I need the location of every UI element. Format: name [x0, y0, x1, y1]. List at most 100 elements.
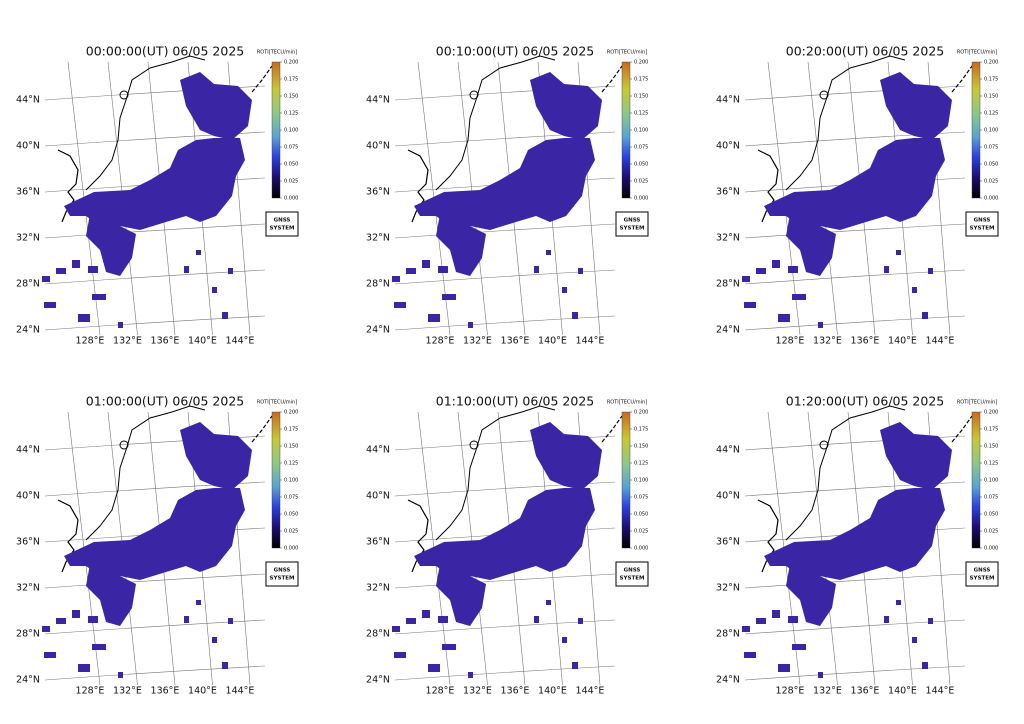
colorbar-tick-label: 0.200: [984, 410, 998, 416]
legend-box-text: GNSS: [624, 218, 641, 224]
lat-label: 32°N: [366, 233, 390, 244]
colorbar-label: ROTI[TECU/min]: [257, 50, 297, 56]
colorbar-tick-label: 0.150: [284, 444, 298, 450]
legend-box: [265, 211, 299, 237]
lon-label: 140°E: [538, 336, 567, 347]
graticule: [44, 223, 266, 239]
lat-label: 36°N: [366, 537, 390, 548]
colorbar-tick-label: 0.200: [634, 60, 648, 66]
colorbar-tick-label: 0.000: [634, 546, 648, 552]
graticule: [744, 223, 966, 239]
legend-box-text: GNSS: [274, 218, 291, 224]
colorbar-tick-label: 0.075: [634, 495, 648, 501]
colorbar-tick-label: 0.025: [634, 529, 648, 535]
colorbar: [271, 411, 281, 549]
graticule: [394, 269, 616, 285]
colorbar: [271, 61, 281, 199]
lat-label: 28°N: [366, 629, 390, 640]
lat-label: 28°N: [16, 629, 40, 640]
colorbar-tick-label: 0.025: [284, 179, 298, 185]
lon-label: 140°E: [188, 686, 217, 697]
colorbar-tick-label: 0.125: [634, 111, 648, 117]
lat-label: 36°N: [16, 537, 40, 548]
lon-label: 128°E: [776, 686, 805, 697]
lon-label: 132°E: [463, 686, 492, 697]
lon-label: 140°E: [888, 336, 917, 347]
colorbar-tick-label: 0.125: [284, 461, 298, 467]
colorbar-tick-label: 0.025: [634, 179, 648, 185]
colorbar-tick-label: 0.000: [284, 196, 298, 202]
legend-box-text: SYSTEM: [270, 576, 295, 582]
colorbar: [971, 61, 981, 199]
colorbar-tick-label: 0.150: [984, 94, 998, 100]
colorbar-tick-label: 0.175: [634, 427, 648, 433]
lat-label: 44°N: [716, 95, 740, 106]
lat-label: 36°N: [16, 187, 40, 198]
lat-label: 40°N: [16, 141, 40, 152]
legend-box-text: SYSTEM: [970, 226, 995, 232]
panel-title: 00:10:00(UT) 06/05 2025: [436, 44, 594, 59]
colorbar-label: ROTI[TECU/min]: [257, 400, 297, 406]
colorbar-tick-label: 0.100: [284, 128, 298, 134]
lon-label: 128°E: [426, 686, 455, 697]
lon-label: 136°E: [151, 336, 180, 347]
legend-box-text: SYSTEM: [620, 576, 645, 582]
lat-label: 24°N: [366, 325, 390, 336]
lat-label: 32°N: [716, 583, 740, 594]
graticule: [44, 315, 266, 331]
panel-title: 00:00:00(UT) 06/05 2025: [86, 44, 244, 59]
graticule: [744, 315, 966, 331]
colorbar-label: ROTI[TECU/min]: [607, 400, 647, 406]
colorbar-label: ROTI[TECU/min]: [957, 50, 997, 56]
graticule: [394, 619, 616, 635]
map-panel: 01:00:00(UT) 06/05 2025 44°N 40°N 36°N 32°N 2…: [16, 394, 299, 697]
colorbar-tick-label: 0.200: [984, 60, 998, 66]
lat-label: 32°N: [366, 583, 390, 594]
colorbar-tick-label: 0.050: [284, 512, 298, 518]
panel-title: 01:10:00(UT) 06/05 2025: [436, 394, 594, 409]
lon-label: 132°E: [813, 336, 842, 347]
map-panel: 00:00:00(UT) 06/05 2025 44°N 40°N 36°N 32°N 2…: [16, 44, 299, 347]
colorbar-tick-label: 0.100: [634, 478, 648, 484]
legend-box-text: SYSTEM: [620, 226, 645, 232]
lat-label: 24°N: [716, 675, 740, 686]
graticule: [394, 665, 616, 681]
lon-label: 128°E: [76, 686, 105, 697]
colorbar-tick-label: 0.075: [634, 145, 648, 151]
lon-label: 144°E: [926, 336, 955, 347]
legend-box-text: GNSS: [974, 568, 991, 574]
colorbar-tick-label: 0.025: [984, 529, 998, 535]
legend-box: [965, 561, 999, 587]
lon-label: 144°E: [926, 686, 955, 697]
panel-title: 01:20:00(UT) 06/05 2025: [786, 394, 944, 409]
lat-label: 28°N: [716, 629, 740, 640]
graticule: [744, 269, 966, 285]
graticule: [394, 223, 616, 239]
lon-label: 132°E: [813, 686, 842, 697]
lat-label: 40°N: [16, 491, 40, 502]
graticule: [744, 619, 966, 635]
map-panel: 00:10:00(UT) 06/05 2025 44°N 40°N 36°N 32°N 2…: [366, 44, 649, 347]
legend-box-text: GNSS: [624, 568, 641, 574]
lon-label: 132°E: [463, 336, 492, 347]
colorbar: [971, 411, 981, 549]
colorbar-tick-label: 0.125: [284, 111, 298, 117]
lon-label: 144°E: [576, 686, 605, 697]
colorbar-tick-label: 0.050: [984, 512, 998, 518]
lat-label: 28°N: [716, 279, 740, 290]
panel-title: 01:00:00(UT) 06/05 2025: [86, 394, 244, 409]
colorbar-tick-label: 0.175: [284, 427, 298, 433]
lon-label: 128°E: [776, 336, 805, 347]
colorbar-tick-label: 0.200: [284, 410, 298, 416]
colorbar-tick-label: 0.100: [284, 478, 298, 484]
legend-box-text: GNSS: [974, 218, 991, 224]
lat-label: 32°N: [716, 233, 740, 244]
colorbar-label: ROTI[TECU/min]: [607, 50, 647, 56]
legend-box-text: SYSTEM: [970, 576, 995, 582]
lat-label: 24°N: [366, 675, 390, 686]
lat-label: 28°N: [16, 279, 40, 290]
colorbar-tick-label: 0.100: [984, 478, 998, 484]
colorbar-tick-label: 0.050: [984, 162, 998, 168]
lat-label: 40°N: [716, 491, 740, 502]
lat-label: 24°N: [16, 325, 40, 336]
